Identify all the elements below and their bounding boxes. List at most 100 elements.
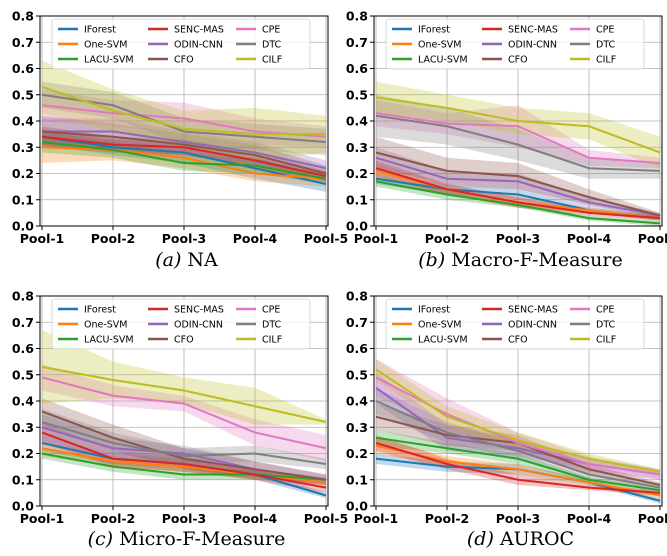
chart-panel-macro-f: 0.0 0.1 0.2 0.3 0.4 0.5 0.6 0.7 0.8 Pool-1 Pool-2 P… — [334, 0, 667, 247]
legend-label: LACU-SVM — [84, 55, 134, 66]
series-lines — [41, 85, 327, 185]
legend-label: ODIN-CNN — [508, 320, 557, 331]
y-tick-label: 0.6 — [12, 61, 34, 76]
legend-box — [385, 298, 645, 350]
x-tick-label: Pool-1 — [354, 231, 399, 246]
y-axis: 0.0 0.1 0.2 0.3 0.4 0.5 0.6 0.7 0.8 — [12, 289, 40, 514]
y-tick-label: 0.0 — [12, 499, 34, 514]
legend-item-senc-mas: SENC-MAS — [148, 25, 224, 36]
y-tick-label: 0.2 — [12, 446, 34, 461]
band-iforest — [376, 173, 660, 221]
band-odin-cnn — [42, 414, 326, 485]
y-tick-label: 0.3 — [346, 140, 368, 155]
series-line-cilf — [375, 368, 661, 473]
legend-item-cilf: CILF — [236, 335, 282, 346]
x-axis: Pool-1 Pool-2 Pool-3 Pool-4 Pool-5 — [20, 506, 348, 526]
legend-item-cilf: CILF — [570, 335, 616, 346]
legend-label: CILF — [262, 55, 282, 66]
band-cpe — [376, 100, 660, 169]
series-line-cilf — [41, 365, 327, 423]
legend-item-iforest: IForest — [58, 305, 116, 316]
legend-label: CILF — [262, 335, 282, 346]
legend-item-lacu-svm: LACU-SVM — [58, 55, 134, 66]
band-lacu-svm — [376, 429, 660, 493]
legend-label: One-SVM — [84, 320, 128, 331]
series-line-cfo — [41, 130, 327, 175]
legend-item-odin-cnn: ODIN-CNN — [148, 40, 223, 51]
y-tick-label: 0.4 — [12, 394, 34, 409]
x-tick-label: Pool-3 — [162, 231, 207, 246]
legend-label: DTC — [262, 320, 282, 331]
series-line-cilf — [41, 85, 326, 136]
legend-item-cilf: CILF — [236, 55, 282, 66]
legend-item-senc-mas: SENC-MAS — [482, 305, 558, 316]
legend-label: SENC-MAS — [174, 25, 224, 36]
series-line-lacu-svm — [375, 436, 661, 492]
y-tick-label: 0.8 — [12, 9, 34, 24]
legend-item-dtc: DTC — [236, 320, 282, 331]
legend-item-cpe: CPE — [236, 305, 280, 316]
series-lines — [375, 96, 661, 225]
legend-label: LACU-SVM — [418, 55, 468, 66]
legend-label: IForest — [418, 25, 450, 36]
series-line-dtc — [375, 400, 661, 489]
y-tick-label: 0.3 — [12, 420, 34, 435]
caption-tag: (a) — [155, 249, 182, 271]
x-tick-label: Pool-1 — [20, 231, 65, 246]
legend-box — [51, 298, 311, 350]
caption-na: (a) NA — [40, 249, 333, 271]
y-tick-label: 0.8 — [346, 289, 368, 304]
y-tick-label: 0.2 — [346, 446, 368, 461]
legend-label: CPE — [596, 25, 614, 36]
legend-label: CFO — [174, 335, 194, 346]
legend-item-senc-mas: SENC-MAS — [482, 25, 558, 36]
legend-item-cfo: CFO — [148, 335, 194, 346]
series-line-iforest — [41, 135, 327, 185]
series-line-cfo — [41, 410, 327, 481]
legend: IForest One-SVM LACU-SVM SENC-MAS ODIN-CNN CF… — [51, 298, 311, 350]
x-tick-label: Pool-1 — [20, 511, 65, 526]
band-cpe — [376, 359, 660, 480]
legend-box — [51, 18, 311, 70]
x-tick-label: Pool-2 — [91, 511, 136, 526]
legend-label: CFO — [508, 55, 528, 66]
caption-micro-f: (c) Micro-F-Measure — [40, 528, 333, 550]
legend-item-dtc: DTC — [236, 40, 282, 51]
x-axis: Pool-1 Pool-2 Pool-3 Pool-4 Pool-5 — [354, 226, 667, 246]
legend-label: LACU-SVM — [418, 335, 468, 346]
series-line-cpe — [41, 376, 327, 450]
y-tick-label: 0.3 — [346, 420, 368, 435]
legend-item-lacu-svm: LACU-SVM — [392, 335, 468, 346]
y-tick-label: 0.7 — [346, 315, 368, 330]
y-tick-label: 0.4 — [346, 394, 368, 409]
legend-label: One-SVM — [418, 320, 462, 331]
legend-item-one-svm: One-SVM — [392, 40, 462, 51]
band-cfo — [42, 398, 326, 485]
y-axis: 0.0 0.1 0.2 0.3 0.4 0.5 0.6 0.7 0.8 — [346, 9, 374, 234]
series-line-odin-cnn — [375, 156, 661, 217]
legend-label: CFO — [174, 55, 194, 66]
y-axis: 0.0 0.1 0.2 0.3 0.4 0.5 0.6 0.7 0.8 — [12, 9, 40, 234]
caption-tag: (d) — [466, 528, 494, 550]
x-tick-label: Pool-5 — [638, 511, 667, 526]
y-tick-label: 0.4 — [12, 114, 34, 129]
legend-label: ODIN-CNN — [174, 40, 223, 51]
legend-label: IForest — [84, 305, 116, 316]
legend-item-dtc: DTC — [570, 320, 616, 331]
x-tick-label: Pool-4 — [567, 231, 612, 246]
x-tick-label: Pool-3 — [162, 511, 207, 526]
band-cilf — [376, 359, 660, 475]
x-tick-label: Pool-2 — [425, 511, 470, 526]
legend-item-lacu-svm: LACU-SVM — [58, 335, 134, 346]
legend-item-one-svm: One-SVM — [58, 320, 128, 331]
legend-label: CILF — [596, 55, 616, 66]
series-line-cilf — [375, 96, 661, 154]
legend-item-cpe: CPE — [570, 305, 614, 316]
y-tick-label: 0.5 — [346, 367, 368, 382]
series-line-senc-mas — [41, 135, 327, 178]
legend-item-odin-cnn: ODIN-CNN — [148, 320, 223, 331]
series-line-one-svm — [41, 146, 327, 180]
series-line-senc-mas — [41, 431, 327, 489]
